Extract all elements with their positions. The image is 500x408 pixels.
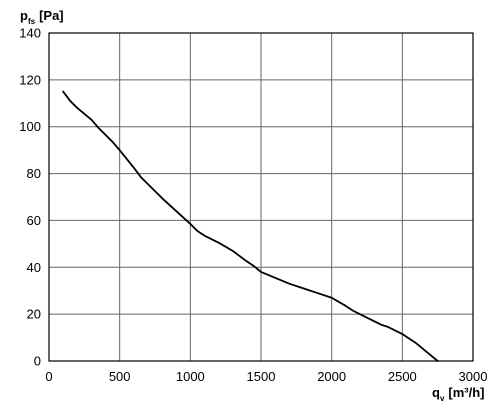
series-point-0-18 (232, 250, 234, 252)
x-tick-label-500: 500 (109, 369, 131, 384)
plot-frame (48, 32, 474, 362)
series-point-0-14 (189, 223, 191, 225)
y-tick-labels: 0 20 40 60 80 100 120 140 (19, 26, 41, 369)
y-tick-label-80: 80 (27, 166, 41, 181)
x-tick-label-2000: 2000 (317, 369, 346, 384)
series-point-0-2 (76, 107, 78, 109)
x-axis-title: qv [m³/h] (432, 385, 485, 403)
x-axis-unit: [m³/h] (448, 385, 484, 400)
y-tick-label-120: 120 (19, 72, 41, 87)
series-line-0 (62, 90, 439, 362)
x-axis-symbol: q (432, 385, 440, 400)
series-point-0-21 (260, 271, 262, 273)
series-point-0-5 (98, 127, 100, 129)
series-point-0-38 (430, 354, 432, 356)
y-axis-unit: [Pa] (39, 8, 64, 23)
series-point-0-31 (380, 324, 382, 326)
series-point-0-22 (274, 277, 276, 279)
series-point-0-17 (218, 242, 220, 244)
series-point-0-20 (253, 265, 255, 267)
series-point-0-9 (133, 167, 135, 169)
grid (48, 32, 474, 362)
series-point-0-26 (331, 297, 333, 299)
series-point-0-30 (373, 320, 375, 322)
series-layer (62, 90, 439, 362)
x-tick-label-2500: 2500 (388, 369, 417, 384)
y-tick-label-140: 140 (19, 26, 41, 41)
series-point-0-27 (345, 305, 347, 307)
series-point-0-24 (303, 287, 305, 289)
x-tick-label-1500: 1500 (247, 369, 276, 384)
series-point-0-12 (161, 197, 163, 199)
x-axis-subscript: v (440, 394, 445, 403)
series-point-0-7 (112, 141, 114, 143)
plot-border (48, 32, 474, 362)
x-tick-labels: 0 500 1000 1500 2000 2500 3000 (45, 369, 487, 384)
y-tick-label-100: 100 (19, 119, 41, 134)
y-axis-title: pfs [Pa] (20, 8, 64, 26)
series-point-0-33 (394, 330, 396, 332)
series-point-0-15 (197, 230, 199, 232)
y-tick-label-20: 20 (27, 307, 41, 322)
series-point-0-10 (140, 176, 142, 178)
series-point-0-3 (83, 113, 85, 115)
series-point-0-25 (317, 292, 319, 294)
y-axis-subscript: fs (28, 17, 36, 26)
series-point-0-39 (437, 360, 439, 362)
series-point-0-8 (119, 149, 121, 151)
series-point-0-6 (105, 134, 107, 136)
series-point-0-13 (175, 210, 177, 212)
y-axis-symbol: p (20, 8, 28, 23)
series-point-0-37 (423, 348, 425, 350)
y-tick-label-60: 60 (27, 213, 41, 228)
series-point-0-36 (416, 343, 418, 345)
x-tick-label-0: 0 (45, 369, 52, 384)
series-point-0-35 (409, 338, 411, 340)
y-tick-label-0: 0 (34, 354, 41, 369)
x-tick-label-3000: 3000 (459, 369, 488, 384)
series-point-0-0 (62, 91, 64, 93)
series-point-0-32 (387, 326, 389, 328)
series-point-0-34 (401, 333, 403, 335)
series-point-0-23 (288, 283, 290, 285)
series-point-0-16 (204, 235, 206, 237)
series-point-0-1 (69, 100, 71, 102)
x-tick-label-1000: 1000 (176, 369, 205, 384)
series-point-0-19 (246, 261, 248, 263)
y-tick-label-40: 40 (27, 260, 41, 275)
series-point-0-4 (91, 119, 93, 121)
series-point-0-29 (359, 313, 361, 315)
series-point-0-11 (147, 183, 149, 185)
series-point-0-28 (352, 310, 354, 312)
